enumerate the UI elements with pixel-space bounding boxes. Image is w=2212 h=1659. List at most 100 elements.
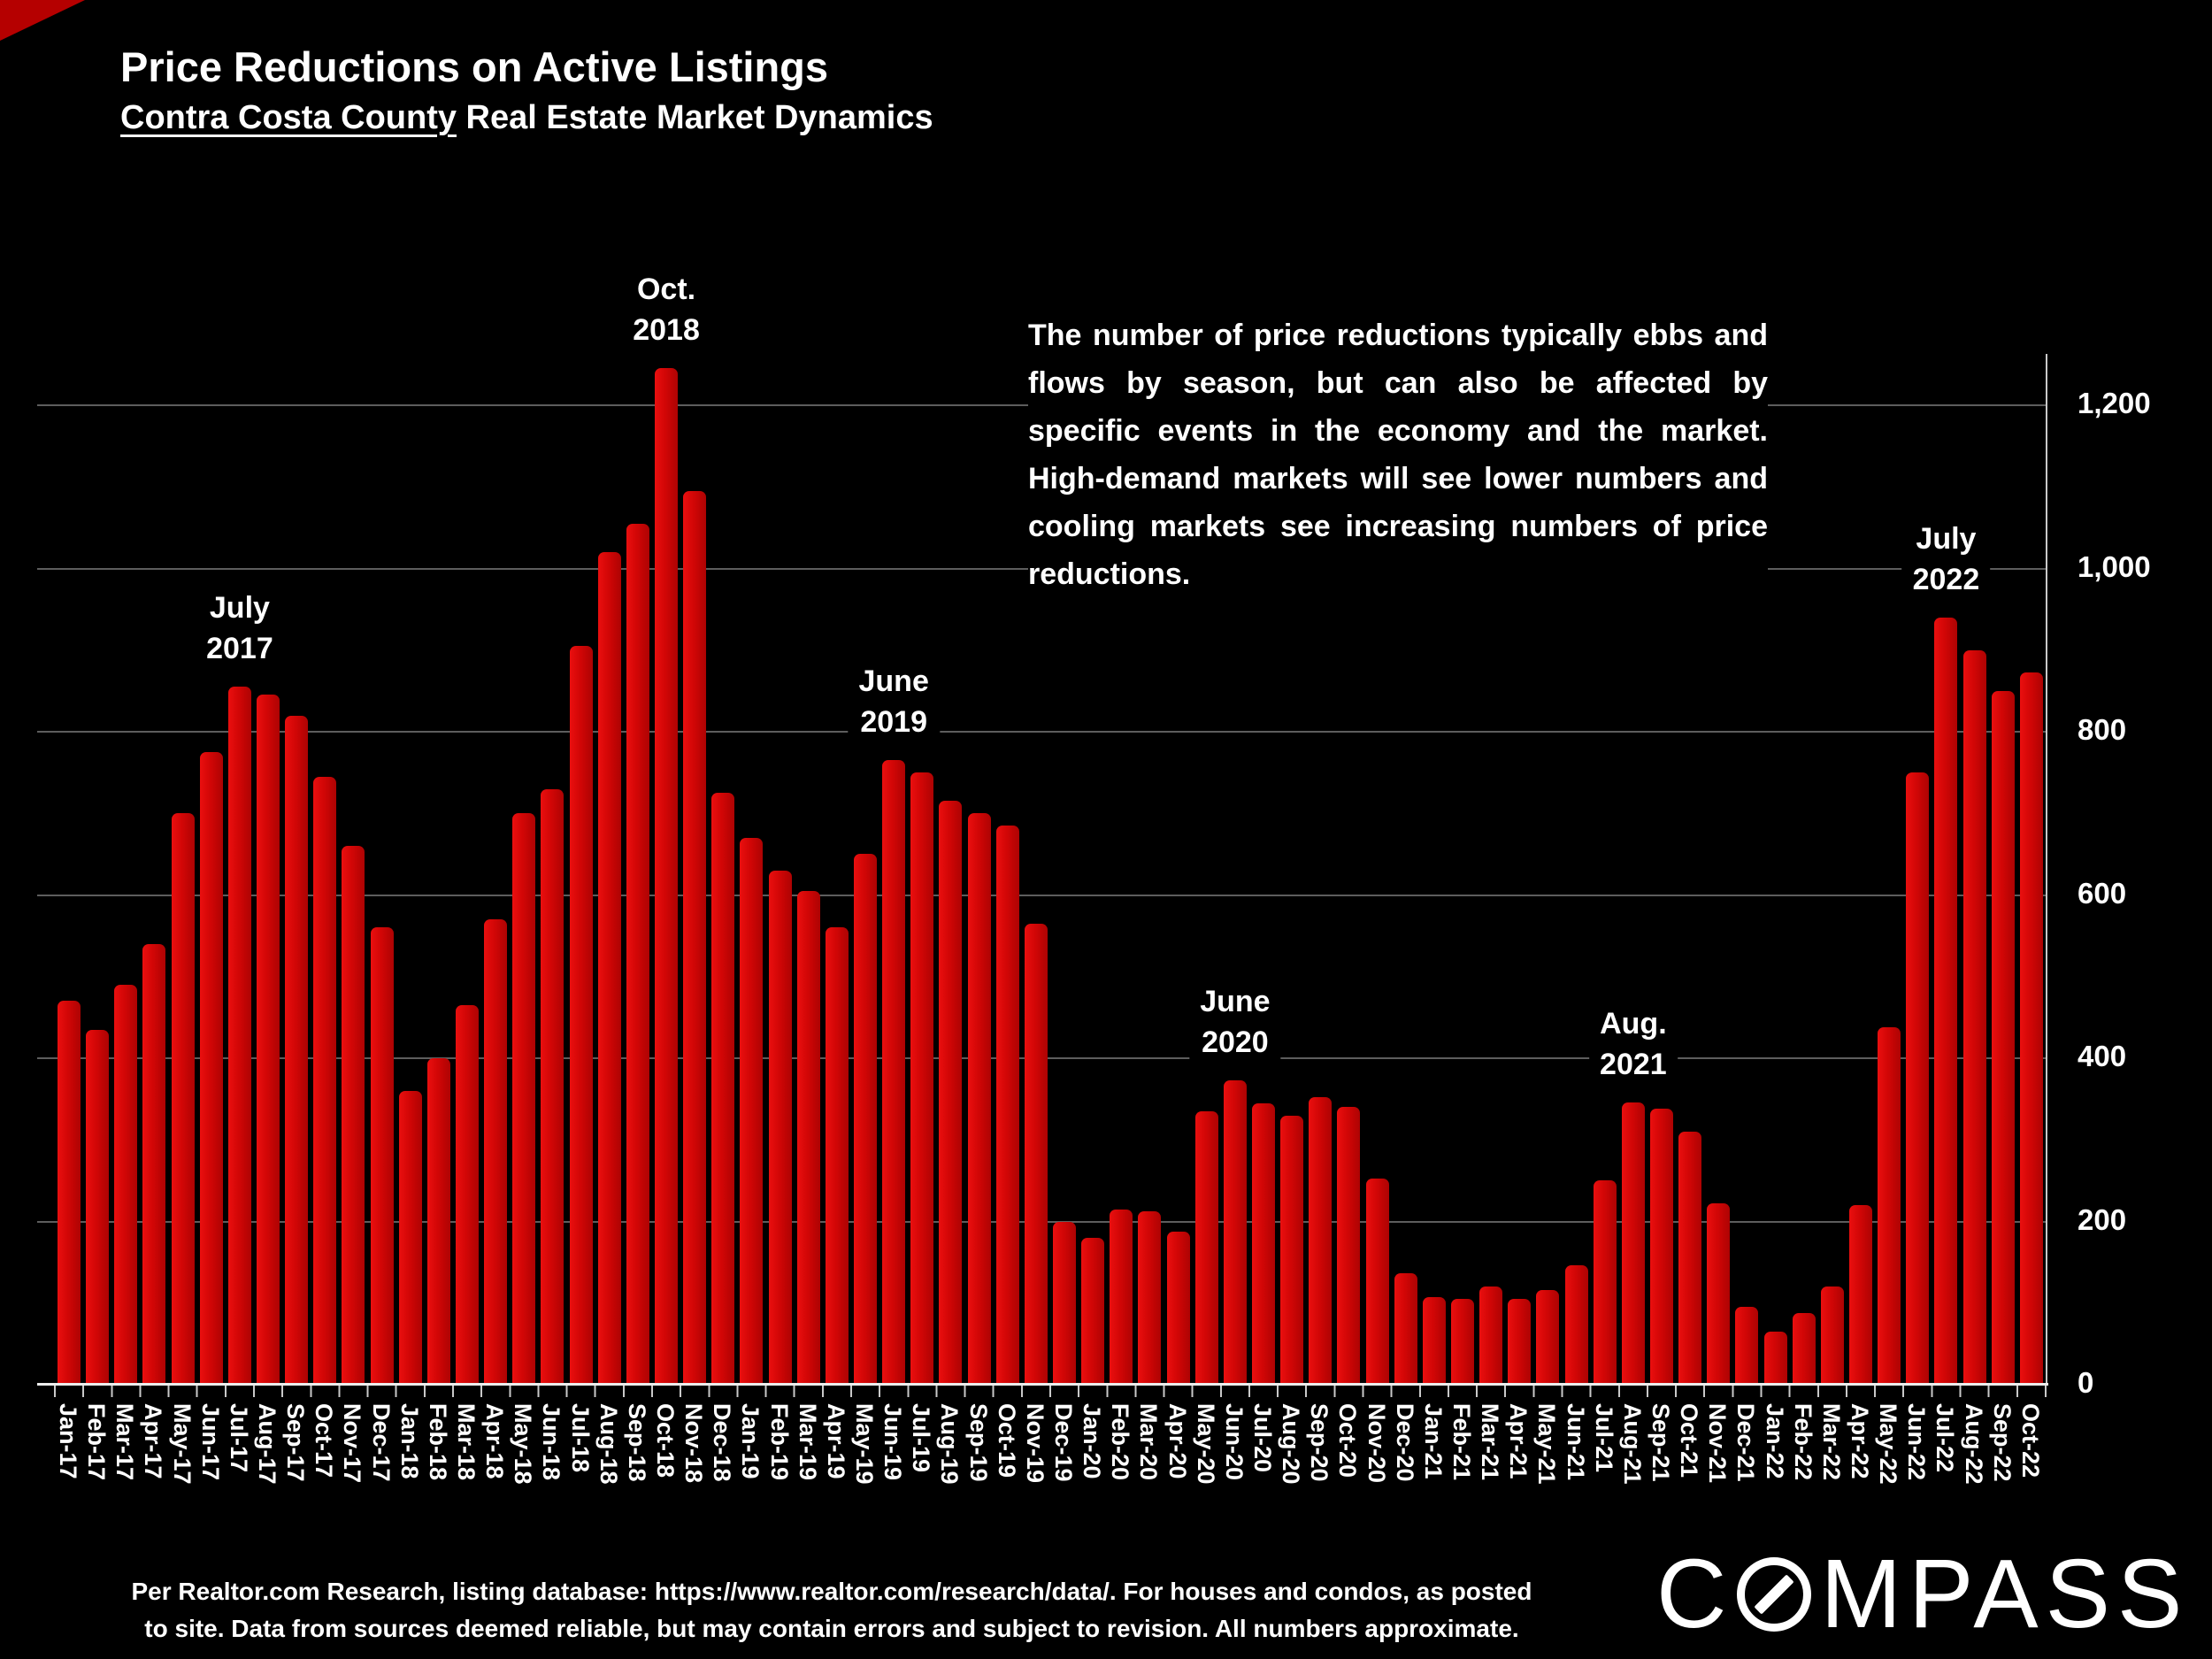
x-tick-label-Jun-20: Jun-20 [1220,1403,1248,1481]
x-tick-label-Sep-18: Sep-18 [623,1403,650,1482]
page-title: Price Reductions on Active Listings [120,43,829,90]
compass-logo-o-icon [1737,1556,1812,1632]
x-tick-label-Aug-17: Aug-17 [254,1403,281,1485]
x-tick-label-Sep-19: Sep-19 [964,1403,992,1482]
x-tick-label-Apr-17: Apr-17 [140,1403,167,1479]
y-tick-label-1000: 1,000 [2078,549,2151,583]
x-tick-label-Jan-22: Jan-22 [1761,1403,1788,1479]
peak-annotation-line1: June [1200,984,1271,1018]
x-tick-label-Jan-20: Jan-20 [1079,1403,1106,1479]
bar-Nov-19 [1024,923,1048,1385]
x-tick-label-Jul-20: Jul-20 [1249,1403,1277,1473]
bar-May-21 [1536,1289,1560,1385]
x-tick-label-May-21: May-21 [1533,1403,1561,1485]
bar-Dec-21 [1735,1307,1759,1385]
x-tick-label-Feb-19: Feb-19 [765,1403,793,1481]
bar-Mar-22 [1820,1286,1844,1385]
bar-Sep-18 [626,523,649,1385]
x-tick-label-Mar-21: Mar-21 [1477,1403,1504,1481]
x-tick-label-Oct-18: Oct-18 [652,1403,680,1479]
bar-Jun-17 [199,752,223,1385]
x-tick-label-Mar-22: Mar-22 [1817,1403,1845,1481]
source-note: Per Realtor.com Research, listing databa… [35,1573,1628,1647]
peak-annotation-line2: 2018 [633,313,700,348]
x-tick-label-Dec-19: Dec-19 [1050,1403,1078,1482]
bar-Apr-22 [1849,1205,1873,1385]
x-tick-label-Jun-19: Jun-19 [879,1403,907,1481]
source-note-line2: to site. Data from sources deemed reliab… [144,1615,1519,1642]
x-tick-label-Jun-18: Jun-18 [538,1403,565,1481]
x-tick-label-Sep-21: Sep-21 [1647,1403,1675,1482]
bar-Dec-18 [711,793,735,1385]
bar-Mar-19 [796,890,820,1385]
bar-May-18 [512,813,536,1385]
x-tick-label-Apr-20: Apr-20 [1164,1403,1191,1479]
bar-Apr-21 [1508,1299,1532,1385]
bar-Sep-17 [285,715,309,1385]
bar-Mar-20 [1138,1211,1162,1385]
bar-Jan-17 [58,1001,81,1385]
bar-Sep-21 [1650,1109,1674,1385]
gridline-800 [37,731,2046,733]
x-tick-label-Mar-19: Mar-19 [794,1403,821,1481]
bar-Jan-18 [398,1090,422,1385]
x-tick-label-Apr-22: Apr-22 [1847,1403,1874,1479]
bar-Apr-19 [825,927,849,1385]
bar-Oct-20 [1337,1107,1361,1385]
x-axis-ticks [54,1386,2048,1397]
bar-Feb-22 [1792,1312,1816,1385]
bar-Jul-22 [1934,617,1958,1385]
peak-annotation-line1: July [209,591,270,626]
bar-Nov-18 [683,490,707,1385]
subtitle-rest: Real Estate Market Dynamics [457,99,933,136]
x-tick-label-Jul-22: Jul-22 [1932,1403,1959,1473]
x-tick-label-Aug-22: Aug-22 [1960,1403,1987,1485]
x-tick-label-Jun-21: Jun-21 [1562,1403,1589,1481]
y-tick-label-600: 600 [2078,876,2127,910]
x-tick-label-May-20: May-20 [1192,1403,1219,1485]
bar-Feb-21 [1451,1299,1475,1385]
bar-Feb-19 [768,870,792,1385]
peak-annotation-line2: 2017 [206,632,273,666]
x-tick-label-Aug-18: Aug-18 [595,1403,622,1485]
x-tick-label-Oct-21: Oct-21 [1676,1403,1703,1479]
peak-annotation-line1: July [1916,521,1977,556]
x-tick-label-Jul-17: Jul-17 [225,1403,252,1473]
x-tick-label-Nov-20: Nov-20 [1363,1403,1390,1484]
compass-logo-letters-rest: MPASS [1820,1540,2190,1648]
bar-Mar-17 [114,984,138,1385]
bar-Jun-19 [882,760,906,1385]
peak-annotation-Oct-18: Oct. 2018 [622,269,710,351]
peak-annotation-Jul-22: July 2022 [1901,518,1991,600]
x-tick-label-Mar-17: Mar-17 [111,1403,139,1481]
x-tick-label-Jul-21: Jul-21 [1590,1403,1617,1473]
x-tick-label-Jan-21: Jan-21 [1419,1403,1447,1479]
bar-Jun-22 [1906,772,1930,1385]
y-tick-label-0: 0 [2078,1366,2094,1399]
x-tick-label-Feb-17: Feb-17 [83,1403,111,1481]
x-tick-label-Nov-19: Nov-19 [1021,1403,1048,1484]
bar-Oct-22 [2019,672,2043,1385]
bar-Aug-22 [1962,649,1986,1385]
bar-Jan-22 [1763,1332,1787,1385]
x-tick-label-Sep-22: Sep-22 [1988,1403,2016,1482]
x-tick-label-Dec-18: Dec-18 [709,1403,736,1482]
bar-Aug-19 [939,801,963,1385]
x-tick-label-May-22: May-22 [1875,1403,1902,1485]
x-tick-label-Dec-21: Dec-21 [1732,1403,1760,1482]
peak-annotation-line1: Aug. [1600,1006,1667,1041]
compass-needle-icon [1754,1573,1795,1615]
page-subtitle: Contra Costa County Real Estate Market D… [120,99,933,137]
x-tick-label-Feb-20: Feb-20 [1107,1403,1134,1481]
x-tick-label-Aug-19: Aug-19 [936,1403,964,1485]
x-tick-label-May-19: May-19 [851,1403,879,1485]
bar-Jul-20 [1252,1102,1276,1385]
x-tick-label-Mar-18: Mar-18 [453,1403,480,1481]
bar-Aug-17 [257,695,280,1385]
bar-Jul-17 [227,687,251,1385]
bar-May-20 [1194,1110,1218,1385]
x-tick-label-Apr-18: Apr-18 [481,1403,509,1479]
bar-Feb-18 [426,1058,450,1385]
bar-Jul-21 [1593,1180,1617,1385]
peak-annotation-line2: 2021 [1600,1047,1667,1081]
